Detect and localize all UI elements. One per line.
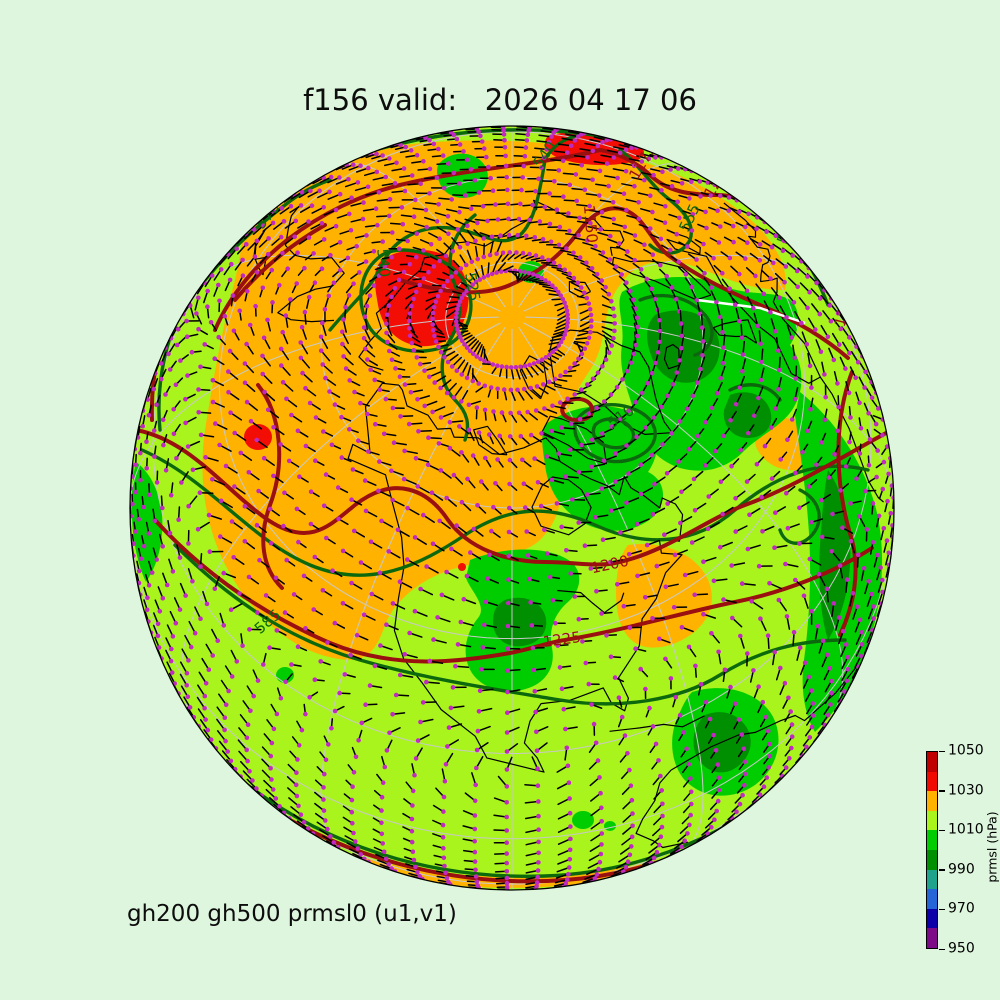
coastline <box>723 202 821 378</box>
coastline <box>666 231 792 374</box>
coastline <box>670 666 857 771</box>
colorbar-segment <box>927 928 937 948</box>
page-title: f156 valid: 2026 04 17 06 <box>303 83 697 117</box>
fill-orange-lobe-right <box>616 544 712 648</box>
colorbar-segment <box>927 849 937 870</box>
coastline <box>253 228 267 276</box>
colorbar-segment <box>927 791 937 811</box>
fill-green-small-4 <box>604 821 616 831</box>
contour-label-gh500: 570 <box>773 213 800 246</box>
fill-green-small-5 <box>276 667 294 683</box>
coastline <box>612 256 712 301</box>
contour-label-gh500: 540 <box>373 248 393 278</box>
graticule-meridian <box>197 254 501 312</box>
fill-green-small-3 <box>572 811 594 829</box>
coastline <box>791 372 884 503</box>
graticule-meridian <box>130 316 499 502</box>
graticule-meridian <box>525 316 894 502</box>
colorbar-tick-label: 1050 <box>948 742 984 759</box>
colorbar-segment <box>927 752 937 772</box>
colorbar-tick <box>939 908 945 911</box>
coastline <box>347 382 684 773</box>
colorbar-gradient <box>926 751 938 949</box>
colorbar-tick-label: 1010 <box>948 821 984 838</box>
graticule-meridian <box>518 326 704 848</box>
colorbar-segment <box>927 771 937 792</box>
fill-red-blob-2 <box>244 424 272 450</box>
colorbar-tick-label: 990 <box>948 861 975 878</box>
contour-label-gh500: 525 <box>461 271 484 302</box>
colorbar-tick-label: 970 <box>948 901 975 918</box>
coastline <box>557 589 625 614</box>
colorbar-tick-label: 1030 <box>948 782 984 799</box>
graticule-meridian <box>523 322 844 715</box>
coastline <box>473 425 508 456</box>
colorbar-tick <box>939 750 945 752</box>
fill-orange-main <box>202 140 786 660</box>
colorbar-segment <box>927 908 937 929</box>
coastline <box>663 344 680 370</box>
coastline <box>635 769 689 849</box>
fill-darkgreen-center-bottom <box>493 597 547 647</box>
field-list-label: gh200 gh500 prmsl0 (u1,v1) <box>127 901 457 927</box>
colorbar-segment <box>927 869 937 890</box>
coastline <box>531 476 592 536</box>
contour-label-gh200: 1150 <box>580 204 601 244</box>
contour-label-gh200: 1225 <box>542 628 582 651</box>
colorbar-segment <box>927 889 937 909</box>
contour-label-gh200: 1225 <box>831 287 858 329</box>
globe-outline <box>129 125 895 891</box>
colorbar-segment <box>927 810 937 831</box>
graticule-parallel <box>445 262 579 378</box>
colorbar-tick <box>939 869 945 871</box>
coastline <box>358 199 625 371</box>
colorbar-axis-label: prmsl (hPa) <box>984 811 1000 883</box>
colorbar-tick <box>939 948 945 950</box>
coastline <box>609 715 705 732</box>
fill-red-tiny <box>458 563 466 571</box>
colorbar-tick <box>939 829 945 832</box>
graticule-parallel <box>218 131 806 640</box>
colorbar-tick-label: 950 <box>948 940 975 957</box>
colorbar-segment <box>927 830 937 850</box>
coastline <box>568 281 592 298</box>
colorbar-tick <box>939 790 945 792</box>
